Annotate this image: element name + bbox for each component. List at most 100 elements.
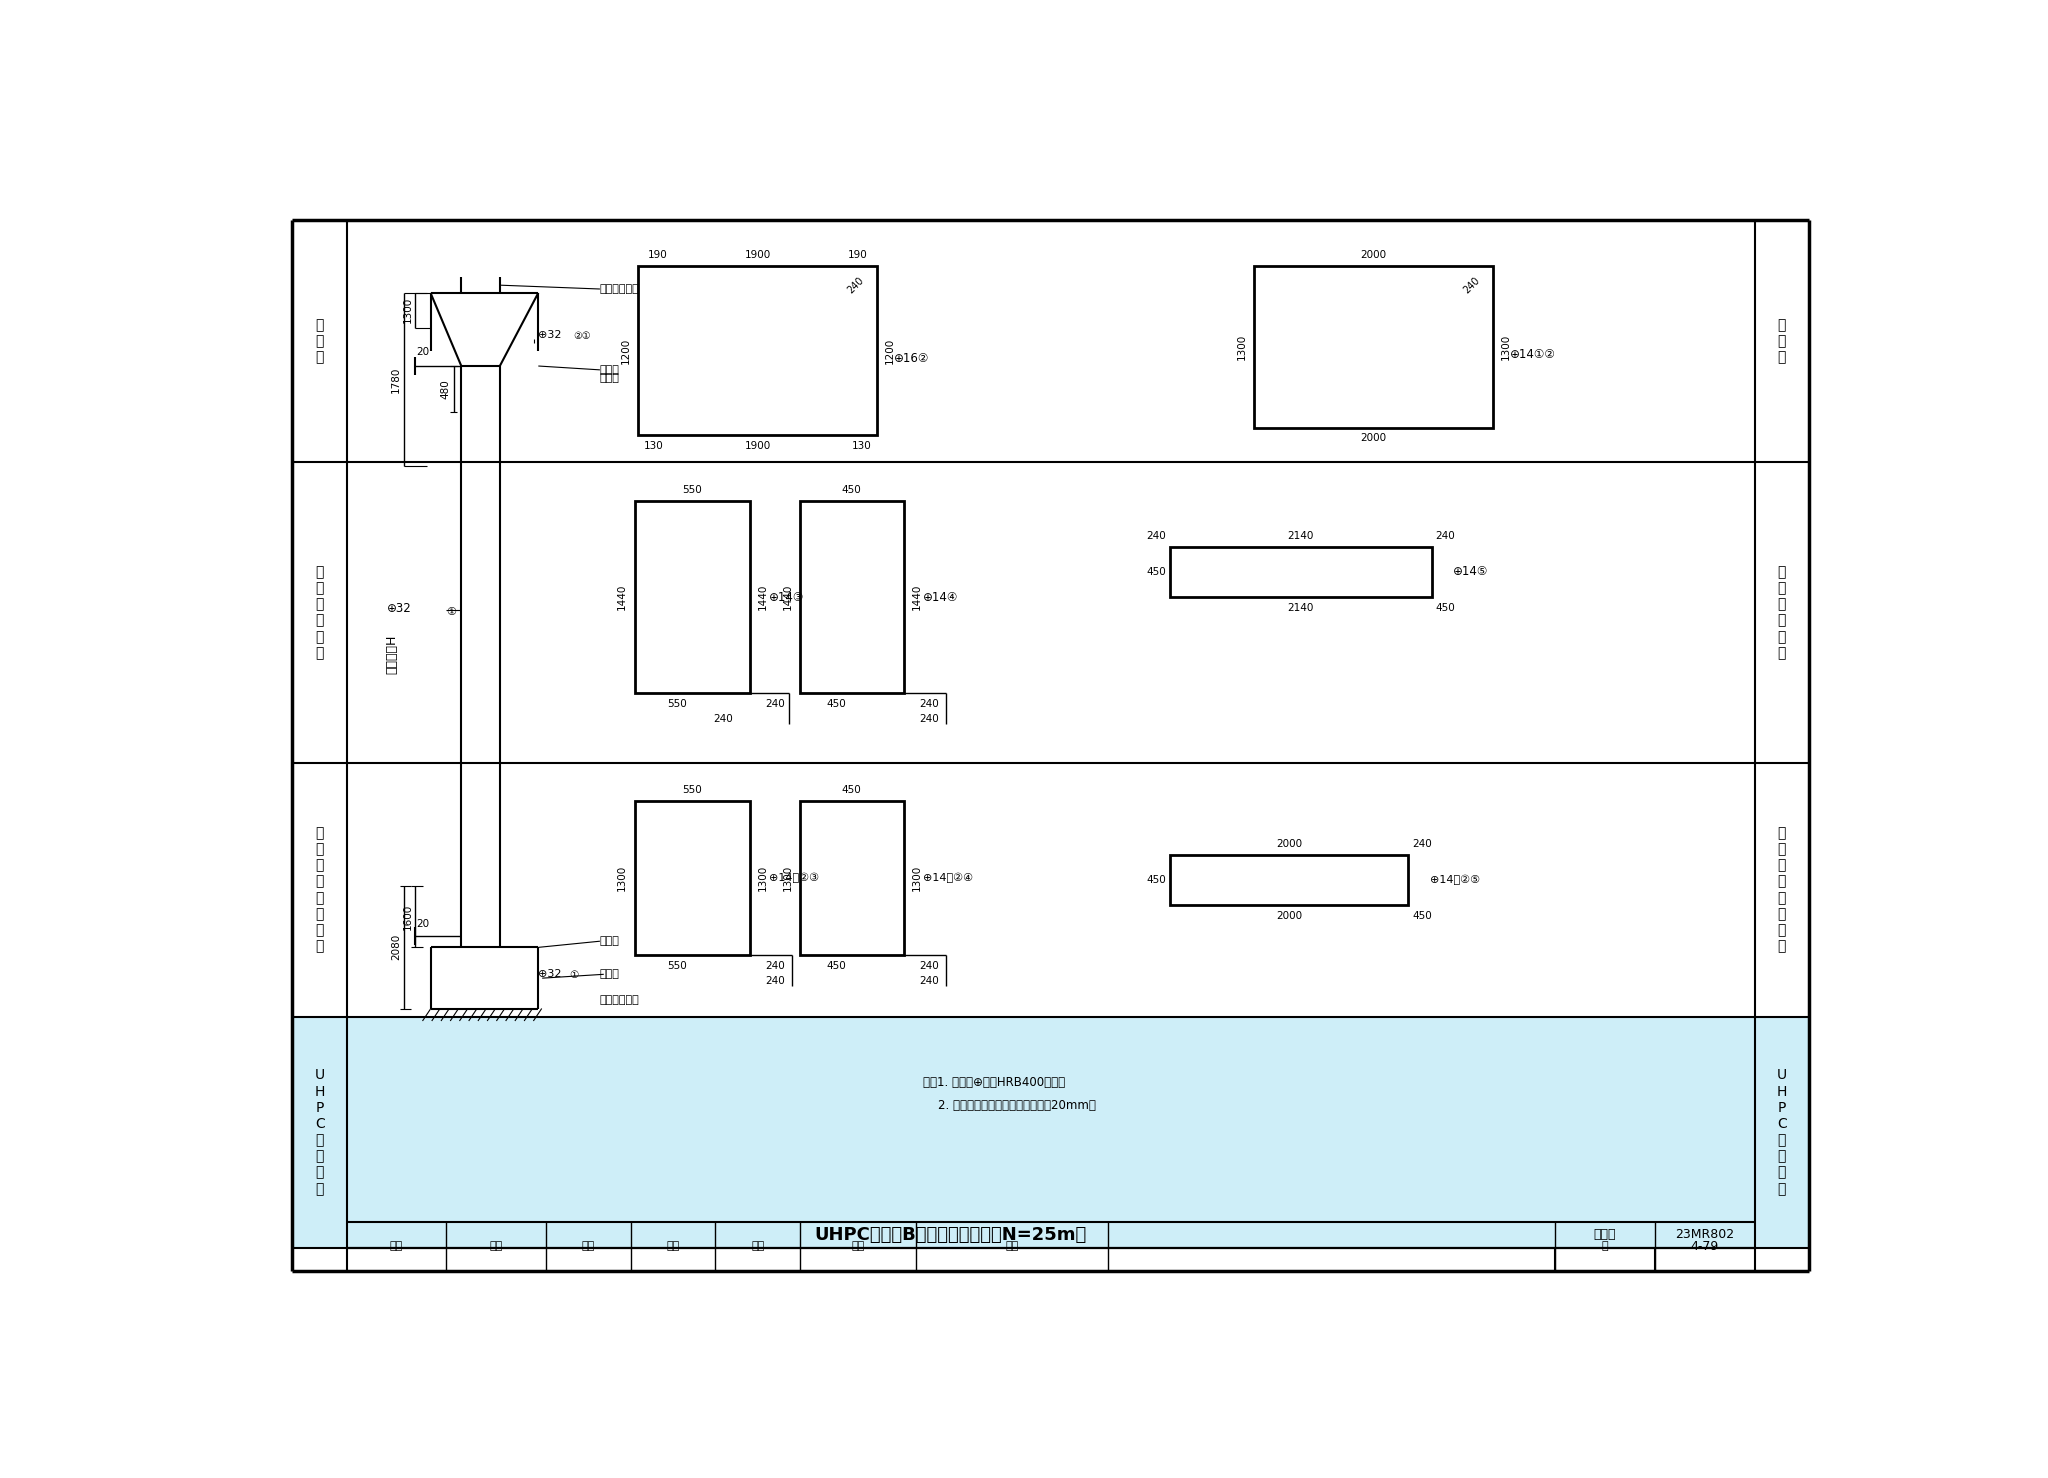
Text: 240: 240: [846, 275, 866, 296]
Text: 1300: 1300: [782, 865, 793, 891]
Text: 立柱顶: 立柱顶: [600, 372, 621, 383]
Text: ⊕14⑬②⑤: ⊕14⑬②⑤: [1430, 875, 1481, 885]
Text: ⊕16②: ⊕16②: [895, 352, 930, 365]
Text: 1200: 1200: [621, 337, 631, 364]
Text: 1300: 1300: [401, 297, 412, 324]
Text: 赵鹏: 赵鹏: [1006, 1242, 1018, 1250]
Text: 1200: 1200: [885, 337, 895, 364]
Text: ⊕14④: ⊕14④: [924, 591, 958, 603]
Text: 550: 550: [682, 485, 702, 495]
Text: 240: 240: [1462, 275, 1481, 296]
Text: 1440: 1440: [911, 584, 922, 610]
Text: 波
纹
钢
管
连
接
桥
墩: 波 纹 钢 管 连 接 桥 墩: [1778, 826, 1786, 953]
Text: 1300: 1300: [1237, 334, 1247, 359]
Bar: [635, 801, 750, 955]
Text: ⊕14③: ⊕14③: [770, 591, 805, 603]
Text: 20: 20: [416, 347, 430, 358]
Text: 240: 240: [764, 961, 784, 971]
Text: 130: 130: [852, 440, 872, 451]
Text: ①: ①: [446, 607, 457, 618]
Text: 1300: 1300: [616, 865, 627, 891]
Text: 550: 550: [682, 785, 702, 795]
Text: 240: 240: [920, 699, 938, 709]
Text: 240: 240: [1436, 531, 1456, 541]
Text: 审核: 审核: [389, 1242, 403, 1250]
Text: 2140: 2140: [1288, 531, 1315, 541]
Text: ①: ①: [569, 970, 578, 980]
Text: 1440: 1440: [782, 584, 793, 610]
Text: 2000: 2000: [1360, 250, 1386, 260]
Text: 2. 钢筋的最小混凝土保护层厚度为20mm。: 2. 钢筋的最小混凝土保护层厚度为20mm。: [924, 1098, 1096, 1111]
Text: 550: 550: [668, 699, 686, 709]
Text: 130: 130: [643, 440, 664, 451]
Text: 1440: 1440: [758, 584, 768, 610]
Text: 波
纹
钢
管
连
接
桥
墩: 波 纹 钢 管 连 接 桥 墩: [315, 826, 324, 953]
Bar: [1255, 266, 1493, 427]
Text: 20: 20: [416, 919, 430, 930]
Text: 450: 450: [842, 785, 862, 795]
Text: 240: 240: [713, 714, 733, 724]
Text: 茅作: 茅作: [752, 1242, 764, 1250]
Text: 240: 240: [920, 714, 938, 724]
Text: ⊕32: ⊕32: [539, 330, 561, 340]
Text: 盖梁预埋钢筋: 盖梁预埋钢筋: [600, 284, 639, 294]
Text: 240: 240: [764, 977, 784, 986]
Text: 1300: 1300: [1501, 334, 1511, 359]
Text: 240: 240: [920, 961, 938, 971]
Text: 240: 240: [1147, 531, 1165, 541]
Text: ⊕14⑤: ⊕14⑤: [1454, 565, 1489, 578]
Text: 页: 页: [1602, 1242, 1608, 1250]
Bar: [801, 801, 903, 955]
Text: 4-79: 4-79: [1692, 1240, 1718, 1253]
Text: 承台顶: 承台顶: [600, 936, 621, 946]
Text: ⊕14①②: ⊕14①②: [1509, 347, 1556, 361]
Text: 450: 450: [842, 485, 862, 495]
Text: 注：1. 图中以⊕表示HRB400钢筋；: 注：1. 图中以⊕表示HRB400钢筋；: [924, 1076, 1065, 1089]
Bar: [1169, 854, 1409, 905]
Text: 设计: 设计: [852, 1242, 864, 1250]
Text: 2000: 2000: [1276, 840, 1303, 850]
Text: 黄虹: 黄虹: [489, 1242, 502, 1250]
Text: 450: 450: [827, 961, 846, 971]
Text: 2000: 2000: [1360, 433, 1386, 443]
Text: 450: 450: [1147, 875, 1165, 885]
Text: ⊕14⑬②③: ⊕14⑬②③: [770, 873, 819, 884]
Text: 450: 450: [827, 699, 846, 709]
Text: ⊕32: ⊕32: [539, 970, 561, 980]
Text: 240: 240: [1413, 840, 1432, 850]
Bar: [635, 501, 750, 693]
Bar: [293, 1017, 1808, 1247]
Bar: [801, 501, 903, 693]
Text: U
H
P
C
连
接
桥
墩: U H P C 连 接 桥 墩: [315, 1069, 326, 1196]
Text: 450: 450: [1436, 603, 1456, 613]
Text: 450: 450: [1413, 910, 1432, 921]
Text: 2080: 2080: [391, 934, 401, 961]
Text: 立柱高度H: 立柱高度H: [385, 636, 399, 674]
Text: ⊕32: ⊕32: [387, 602, 412, 615]
Text: 190: 190: [848, 250, 868, 260]
Text: 23MR802: 23MR802: [1675, 1228, 1735, 1242]
Text: 苏坐: 苏坐: [666, 1242, 680, 1250]
Text: 小
箱
梁: 小 箱 梁: [1778, 318, 1786, 364]
Text: 2140: 2140: [1288, 603, 1315, 613]
Text: 2000: 2000: [1276, 910, 1303, 921]
Text: 240: 240: [920, 977, 938, 986]
Text: 套
筒
连
接
桥
墩: 套 筒 连 接 桥 墩: [1778, 565, 1786, 659]
Text: 1600: 1600: [401, 903, 412, 930]
Text: 小
箱
梁: 小 箱 梁: [315, 318, 324, 364]
Text: 1900: 1900: [745, 250, 770, 260]
Bar: [1169, 547, 1432, 597]
Text: 550: 550: [668, 961, 686, 971]
Text: 图集号: 图集号: [1593, 1228, 1616, 1242]
Text: 1900: 1900: [745, 440, 770, 451]
Text: 450: 450: [1147, 566, 1165, 576]
Text: 立柱底: 立柱底: [600, 970, 621, 980]
Text: ⊕14⑭②④: ⊕14⑭②④: [924, 873, 973, 884]
Text: 承台预埋钢筋: 承台预埋钢筋: [600, 995, 639, 1005]
Text: 盖梁底: 盖梁底: [600, 365, 621, 375]
Text: 240: 240: [764, 699, 784, 709]
Text: 1300: 1300: [911, 865, 922, 891]
Text: 套
筒
连
接
桥
墩: 套 筒 连 接 桥 墩: [315, 565, 324, 659]
Text: UHPC连接（B型）立柱钢筋图（N=25m）: UHPC连接（B型）立柱钢筋图（N=25m）: [815, 1225, 1085, 1244]
Text: U
H
P
C
连
接
桥
墩: U H P C 连 接 桥 墩: [1778, 1069, 1788, 1196]
